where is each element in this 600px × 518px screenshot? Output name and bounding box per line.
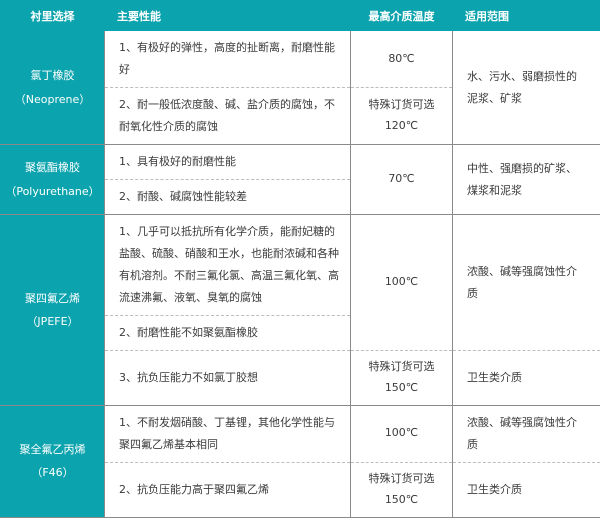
table-row: 聚氨酯橡胶 （Polyurethane） 1、具有极好的耐磨性能 70℃ 中性、… — [1, 145, 600, 180]
performance-cell: 1、有极好的弹性，高度的扯断离，耐磨性能好 — [105, 31, 351, 88]
material-name-cn: 聚全氟乙丙烯 — [5, 438, 100, 461]
max-temp-cell: 70℃ — [351, 145, 453, 215]
performance-cell: 2、耐一般低浓度酸、碱、盐介质的腐蚀，不耐氧化性介质的腐蚀 — [105, 88, 351, 145]
max-temp-cell: 80℃ — [351, 31, 453, 88]
column-header-max-temp: 最高介质温度 — [351, 1, 453, 31]
temp-line: 100℃ — [355, 272, 448, 293]
material-name-en: （Polyurethane） — [5, 180, 100, 203]
performance-cell: 2、耐磨性能不如聚氨酯橡胶 — [105, 316, 351, 351]
scope-line: 浓酸、碱等强腐蚀性介 — [467, 261, 590, 283]
scope-line: 卫生类介质 — [467, 479, 590, 501]
scope-line: 质 — [467, 283, 590, 305]
temp-line: 特殊订货可选 — [355, 95, 448, 116]
scope-cell: 卫生类介质 — [453, 351, 600, 406]
column-header-scope: 适用范围 — [453, 1, 600, 31]
performance-cell: 1、具有极好的耐磨性能 — [105, 145, 351, 180]
temp-line: 100℃ — [355, 423, 448, 444]
temp-line: 特殊订货可选 — [355, 357, 448, 378]
scope-cell: 浓酸、碱等强腐蚀性介 质 — [453, 215, 600, 351]
material-name-cn: 聚四氟乙烯 — [5, 287, 100, 310]
temp-line: 150℃ — [355, 490, 448, 511]
material-cell-jpefe: 聚四氟乙烯 （JPEFE） — [1, 215, 105, 406]
scope-cell: 浓酸、碱等强腐蚀性介 质 — [453, 405, 600, 462]
column-header-lining: 衬里选择 — [1, 1, 105, 31]
max-temp-cell: 100℃ — [351, 405, 453, 462]
material-name-en: （Neoprene） — [5, 88, 100, 111]
material-cell-polyurethane: 聚氨酯橡胶 （Polyurethane） — [1, 145, 105, 215]
temp-line: 80℃ — [355, 49, 448, 70]
table-row: 聚四氟乙烯 （JPEFE） 1、几乎可以抵抗所有化学介质，能耐妃糖的盐酸、硫酸、… — [1, 215, 600, 316]
scope-cell: 卫生类介质 — [453, 462, 600, 517]
scope-line: 煤浆和泥浆 — [467, 180, 590, 202]
scope-line: 浓酸、碱等强腐蚀性介 — [467, 412, 590, 434]
performance-cell: 1、几乎可以抵抗所有化学介质，能耐妃糖的盐酸、硫酸、硝酸和王水，也能耐浓碱和各种… — [105, 215, 351, 316]
table-row: 聚全氟乙丙烯 （F46） 1、不耐发烟硝酸、丁基锂，其他化学性能与聚四氟乙烯基本… — [1, 405, 600, 462]
column-header-performance: 主要性能 — [105, 1, 351, 31]
scope-line: 中性、强磨损的矿浆、 — [467, 158, 590, 180]
max-temp-cell: 特殊订货可选 150℃ — [351, 462, 453, 517]
temp-line: 120℃ — [355, 116, 448, 137]
performance-cell: 2、抗负压能力高于聚四氟乙烯 — [105, 462, 351, 517]
max-temp-cell: 特殊订货可选 120℃ — [351, 88, 453, 145]
material-name-cn: 聚氨酯橡胶 — [5, 156, 100, 179]
performance-cell: 2、耐酸、碱腐蚀性能较差 — [105, 180, 351, 215]
material-name-en: （F46） — [5, 461, 100, 484]
max-temp-cell: 特殊订货可选 150℃ — [351, 351, 453, 406]
temp-line: 特殊订货可选 — [355, 469, 448, 490]
table-header-row: 衬里选择 主要性能 最高介质温度 适用范围 — [1, 1, 600, 31]
material-cell-neoprene: 氯丁橡胶 （Neoprene） — [1, 31, 105, 145]
temp-line: 150℃ — [355, 378, 448, 399]
table-row: 氯丁橡胶 （Neoprene） 1、有极好的弹性，高度的扯断离，耐磨性能好 80… — [1, 31, 600, 88]
scope-line: 质 — [467, 434, 590, 456]
scope-line: 卫生类介质 — [467, 367, 590, 389]
performance-cell: 1、不耐发烟硝酸、丁基锂，其他化学性能与聚四氟乙烯基本相同 — [105, 405, 351, 462]
temp-line: 70℃ — [355, 169, 448, 190]
scope-line: 水、污水、弱磨损性的 — [467, 66, 590, 88]
scope-cell: 水、污水、弱磨损性的 泥浆、矿浆 — [453, 31, 600, 145]
max-temp-cell: 100℃ — [351, 215, 453, 351]
material-cell-f46: 聚全氟乙丙烯 （F46） — [1, 405, 105, 517]
material-name-en: （JPEFE） — [5, 310, 100, 333]
scope-cell: 中性、强磨损的矿浆、 煤浆和泥浆 — [453, 145, 600, 215]
performance-cell: 3、抗负压能力不如氯丁胶想 — [105, 351, 351, 406]
material-name-cn: 氯丁橡胶 — [5, 64, 100, 87]
scope-line: 泥浆、矿浆 — [467, 88, 590, 110]
